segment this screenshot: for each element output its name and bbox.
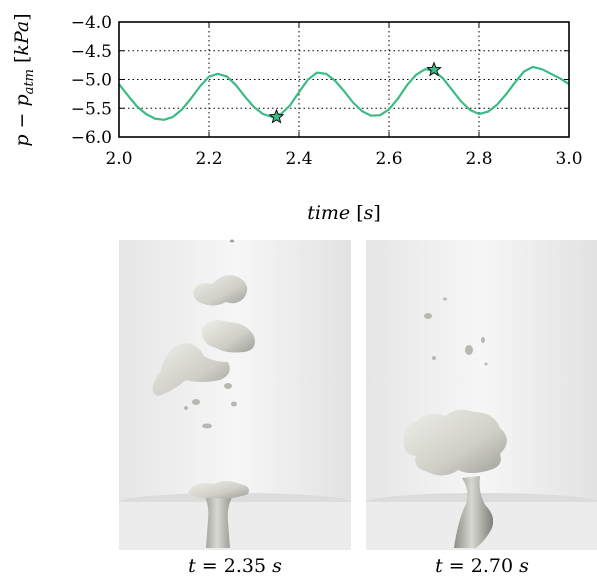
droplet-blob (201, 320, 255, 353)
droplet-small (230, 239, 234, 243)
y-tick-label: −4.0 (71, 13, 112, 33)
pressure-series-line (118, 65, 570, 121)
x-axis-label: time [s] (307, 202, 381, 224)
liquid-stem (200, 488, 238, 548)
y-axis-ticks: −4.0 −4.5 −5.0 −5.5 −6.0 (71, 13, 569, 148)
droplet-small (231, 401, 237, 407)
snapshot-panel-1: t = 2.35 s (119, 239, 351, 577)
droplet-small (465, 345, 473, 355)
x-tick-label: 2.6 (375, 149, 402, 169)
lower-cylinder (119, 502, 351, 550)
star-marker (426, 61, 442, 77)
droplet-small (224, 383, 232, 389)
droplet-cluster (403, 409, 507, 476)
liquid-stem (454, 476, 494, 548)
snapshot-caption-1: t = 2.35 s (188, 555, 282, 577)
nozzle-crown (188, 481, 249, 499)
y-tick-label: −6.0 (71, 128, 112, 148)
x-axis-ticks: 2.0 2.2 2.4 2.6 2.8 3.0 (105, 22, 583, 169)
droplet-small (432, 356, 436, 360)
droplet-small (202, 423, 212, 429)
pressure-chart: −4.0−4.5−5.0−5.5−6.0 2.0 2.2 2.4 2.6 2.8 3.0 … (11, 13, 583, 224)
x-tick-label: 2.2 (195, 149, 222, 169)
x-tick-label: 2.0 (105, 149, 132, 169)
droplet-small (192, 399, 200, 405)
grid-lines (119, 22, 569, 137)
droplet-blob (152, 343, 230, 396)
plot-frame (118, 21, 570, 138)
droplet-blob (193, 275, 248, 306)
droplet-small (443, 297, 447, 301)
droplet-small (424, 313, 432, 319)
snapshot-caption-2: t = 2.70 s (435, 555, 529, 577)
droplet-small (484, 362, 488, 366)
star-marker (268, 108, 285, 124)
y-tick-label: −5.5 (71, 99, 112, 119)
droplet-small (481, 337, 485, 343)
y-axis-label: p − patm [kPa] (11, 13, 37, 146)
x-tick-label: 2.8 (465, 149, 492, 169)
droplet-small (184, 406, 188, 410)
y-tick-label: −5.0 (71, 71, 112, 91)
x-tick-label: 2.4 (285, 149, 312, 169)
y-tick-label: −4.5 (71, 42, 112, 62)
snapshot-markers (268, 61, 442, 124)
x-tick-label: 3.0 (555, 149, 582, 169)
snapshot-panel-2: t = 2.70 s (366, 240, 597, 577)
